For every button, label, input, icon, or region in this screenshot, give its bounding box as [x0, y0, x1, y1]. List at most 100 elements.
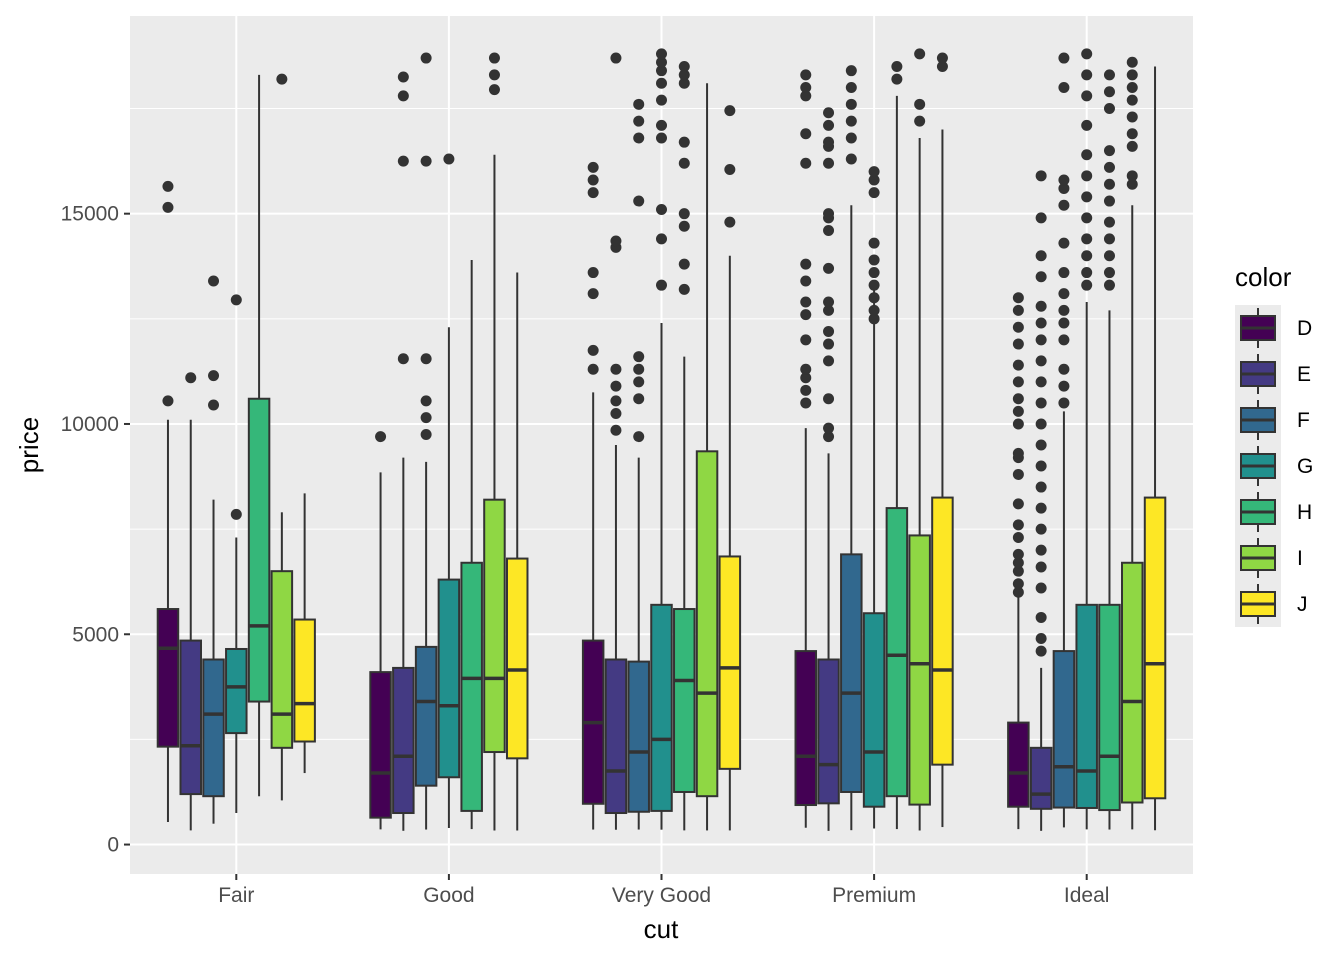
outlier-point — [724, 164, 736, 176]
x-tick-label: Fair — [218, 884, 254, 907]
outlier-point — [397, 353, 409, 365]
outlier-point — [724, 105, 736, 117]
box — [1029, 746, 1053, 810]
outlier-point — [891, 60, 903, 72]
outlier-point — [420, 395, 432, 407]
outlier-point — [587, 267, 599, 279]
outlier-point — [1035, 376, 1047, 388]
x-axis: Fair Good Very Good Premium Ideal — [218, 874, 1109, 907]
outlier-point — [185, 372, 197, 384]
outlier-point — [845, 153, 857, 165]
outlier-point — [276, 73, 288, 85]
boxplot-G-very-good — [650, 48, 673, 830]
boxplot-F-very-good — [627, 98, 650, 830]
outlier-point — [1035, 582, 1047, 594]
outlier-point — [397, 71, 409, 83]
boxplot-F-premium — [840, 65, 863, 831]
boxplot-D-ideal — [1007, 292, 1030, 830]
y-tick-label: 0 — [107, 834, 119, 857]
outlier-point — [208, 275, 220, 287]
outlier-point — [800, 334, 812, 346]
outlier-point — [633, 132, 645, 144]
legend-label: I — [1297, 547, 1303, 570]
box — [414, 645, 438, 787]
outlier-point — [914, 115, 926, 127]
outlier-point — [678, 220, 690, 232]
outlier-point — [1035, 502, 1047, 514]
boxplot-J-ideal — [1143, 66, 1167, 831]
outlier-point — [1103, 103, 1115, 115]
box — [202, 658, 225, 798]
boxplot-G-ideal — [1075, 48, 1098, 830]
outlier-point — [823, 304, 835, 316]
outlier-point — [800, 384, 812, 396]
legend-title: color — [1235, 262, 1292, 292]
outlier-point — [656, 65, 667, 77]
box — [627, 660, 650, 813]
outlier-point — [443, 153, 455, 165]
legend-label: E — [1297, 363, 1311, 386]
boxplot-J-fair — [293, 493, 316, 774]
outlier-point — [1126, 140, 1138, 152]
outlier-point — [800, 69, 812, 81]
outlier-point — [823, 225, 835, 236]
outlier-point — [1035, 418, 1047, 430]
outlier-point — [1012, 393, 1024, 405]
outlier-point — [823, 296, 835, 308]
outlier-point — [1126, 178, 1138, 190]
outlier-point — [936, 52, 948, 64]
outlier-point — [936, 60, 948, 72]
outlier-point — [208, 370, 220, 382]
legend-item-E: E — [1240, 354, 1311, 394]
boxplot-H-premium — [885, 60, 909, 830]
boxplot-E-premium — [817, 107, 840, 831]
outlier-point — [823, 355, 835, 367]
outlier-point — [800, 296, 812, 308]
outlier-point — [488, 52, 500, 64]
boxplot-D-very-good — [581, 161, 605, 830]
outlier-point — [633, 431, 645, 443]
outlier-point — [800, 258, 812, 270]
outlier-point — [656, 119, 667, 131]
boxplot-F-fair — [202, 275, 225, 824]
outlier-point — [1103, 178, 1115, 190]
outlier-point — [656, 94, 667, 106]
box — [505, 557, 529, 760]
outlier-point — [1081, 191, 1093, 203]
legend-label: F — [1297, 409, 1310, 432]
outlier-point — [845, 132, 857, 144]
outlier-point — [823, 422, 835, 434]
outlier-point — [610, 363, 622, 375]
boxplot-I-fair — [270, 73, 294, 801]
outlier-point — [1035, 355, 1047, 367]
outlier-point — [1058, 288, 1070, 300]
x-tick-label: Very Good — [612, 884, 711, 907]
boxplot-F-ideal — [1052, 52, 1076, 828]
outlier-point — [656, 132, 667, 144]
outlier-point — [868, 174, 880, 186]
outlier-point — [914, 98, 926, 110]
outlier-point — [1058, 52, 1070, 64]
boxplot-D-good — [369, 431, 392, 830]
outlier-point — [823, 136, 835, 148]
outlier-point — [1126, 170, 1138, 182]
box — [650, 603, 673, 812]
outlier-point — [656, 203, 667, 215]
outlier-point — [868, 187, 880, 199]
outlier-point — [800, 157, 812, 169]
outlier-point — [162, 395, 174, 407]
outlier-point — [1058, 199, 1070, 211]
outlier-point — [1126, 56, 1138, 68]
outlier-point — [230, 508, 242, 520]
outlier-point — [633, 393, 645, 405]
legend-item-I: I — [1240, 538, 1303, 578]
legend-label: J — [1297, 593, 1308, 616]
outlier-point — [208, 399, 220, 411]
outlier-point — [678, 283, 690, 295]
outlier-point — [1058, 267, 1070, 279]
y-tick-label: 10000 — [61, 413, 119, 436]
outlier-point — [823, 107, 835, 119]
boxplot-F-good — [414, 52, 438, 830]
boxplot-E-good — [392, 71, 415, 831]
